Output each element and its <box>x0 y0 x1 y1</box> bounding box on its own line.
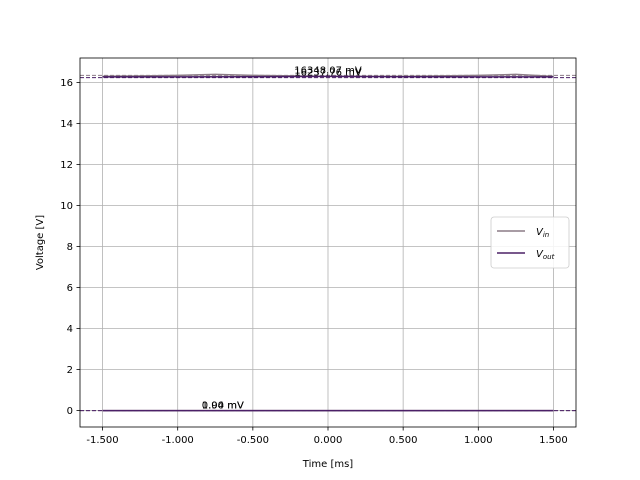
value-annotation: 16348.07 mV <box>294 65 362 76</box>
x-tick-label: 0.000 <box>314 435 343 446</box>
x-tick-label: 1.000 <box>464 435 493 446</box>
x-tick-label: -1.500 <box>86 435 118 446</box>
legend: Vin Vout <box>490 216 570 269</box>
value-annotation: 16237.76 mV <box>294 68 362 79</box>
y-tick-label: 14 <box>60 119 73 130</box>
series-line-v-out <box>102 75 554 78</box>
series-lines <box>102 73 554 412</box>
y-axis-ticks: 0 2 4 6 8 10 12 14 16 <box>60 78 80 417</box>
y-tick-label: 12 <box>60 160 73 171</box>
legend-label-vin: Vin <box>536 227 549 239</box>
y-axis-label: Voltage [V] <box>35 215 46 270</box>
y-tick-label: 0 <box>67 406 73 417</box>
x-tick-label: 1.500 <box>539 435 568 446</box>
value-annotation: 0.00 mV <box>202 401 244 412</box>
y-tick-label: 6 <box>67 283 73 294</box>
legend-label-vout: Vout <box>536 249 555 261</box>
y-tick-label: 10 <box>60 201 73 212</box>
legend-frame <box>490 216 570 269</box>
y-tick-label: 16 <box>60 78 73 89</box>
x-tick-label: 0.500 <box>389 435 418 446</box>
x-tick-label: -0.500 <box>237 435 269 446</box>
x-axis-ticks: -1.500 -1.000 -0.500 0.000 0.500 1.000 1.500 <box>86 427 568 446</box>
x-tick-label: -1.000 <box>162 435 194 446</box>
y-tick-label: 8 <box>67 242 73 253</box>
x-axis-label: Time [ms] <box>302 459 354 470</box>
y-tick-label: 2 <box>67 365 73 376</box>
value-annotation: 1.94 mV <box>202 401 244 412</box>
y-tick-label: 4 <box>67 324 73 335</box>
